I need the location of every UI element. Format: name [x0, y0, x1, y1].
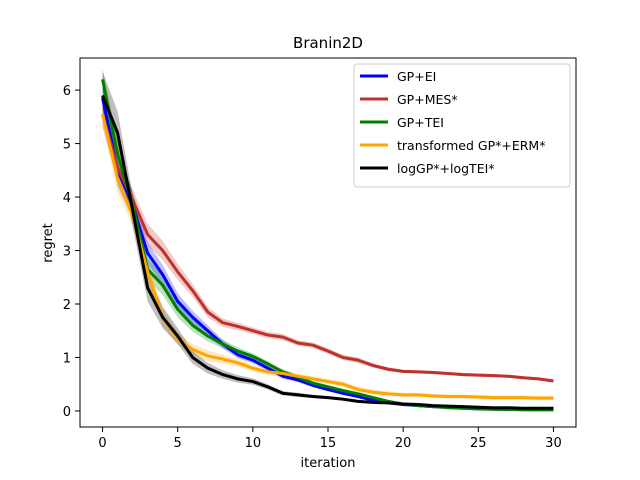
y-tick-label: 2	[63, 298, 71, 313]
x-tick-label: 10	[245, 436, 262, 451]
x-tick-label: 30	[545, 436, 562, 451]
y-tick-label: 3	[63, 245, 71, 260]
line-transformed-gp-erm	[101, 113, 554, 400]
x-tick-label: 25	[470, 436, 487, 451]
legend-label-gp-ei: GP+EI	[397, 69, 436, 84]
legend-label-gp-tei: GP+TEI	[397, 115, 444, 130]
x-tick-label: 15	[320, 436, 337, 451]
x-tick-label: 20	[395, 436, 412, 451]
legend: GP+EI GP+MES* GP+TEI transformed GP*+ERM* lo…	[353, 63, 571, 188]
line-gp-mes	[101, 113, 554, 383]
chart-title: Branin2D	[293, 34, 363, 52]
legend-label-transformed-gp-erm: transformed GP*+ERM*	[397, 138, 545, 153]
legend-box	[353, 63, 571, 188]
y-tick-label: 0	[63, 405, 71, 420]
x-axis-label: iteration	[301, 456, 356, 471]
y-tick-label: 5	[63, 138, 71, 153]
line-gp-tei	[101, 79, 554, 412]
legend-label-gp-mes: GP+MES*	[397, 92, 458, 107]
y-tick-label: 6	[63, 84, 71, 99]
legend-label-loggp-logtei: logGP*+logTEI*	[397, 161, 495, 176]
series-lines	[101, 79, 554, 412]
y-tick-label: 4	[63, 191, 71, 206]
y-tick-label: 1	[63, 351, 71, 366]
x-tick-label: 0	[98, 436, 106, 451]
x-tick-label: 5	[174, 436, 182, 451]
y-axis-ticks: 0 1 2 3 4 5 6	[63, 84, 80, 420]
y-axis-label: regret	[41, 223, 56, 262]
line-loggp-logtei	[101, 94, 554, 410]
x-axis-ticks: 0 5 10 15 20 25 30	[98, 427, 562, 451]
